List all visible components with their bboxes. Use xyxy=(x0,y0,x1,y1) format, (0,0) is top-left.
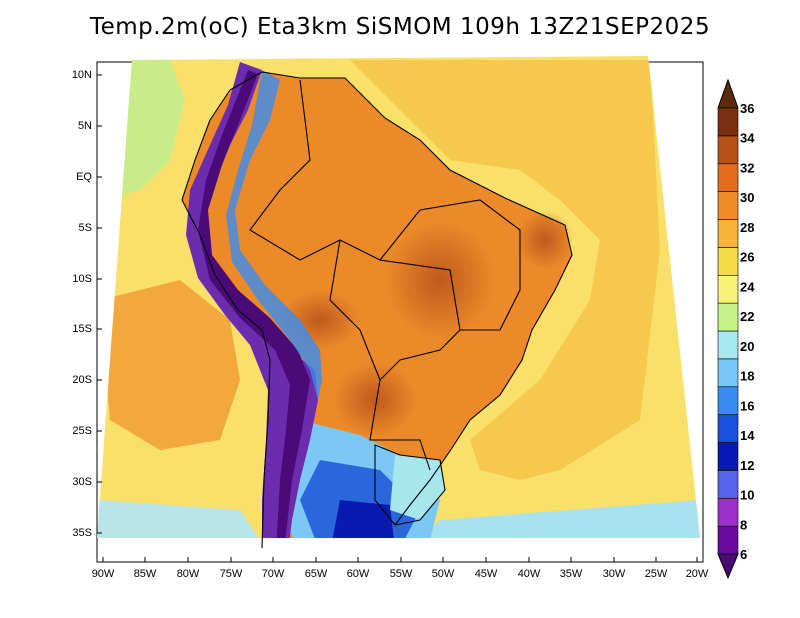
colorbar-box xyxy=(717,470,739,499)
colorbar-label: 14 xyxy=(740,428,755,443)
lat-label: 25S xyxy=(72,425,92,437)
colorbar-label: 24 xyxy=(740,279,755,294)
colorbar-label: 30 xyxy=(740,190,754,205)
andes-slope xyxy=(226,70,322,400)
east-coastline xyxy=(229,71,573,526)
colorbar-boxes xyxy=(717,107,739,555)
lon-label: 45W xyxy=(475,568,498,580)
lat-axis: 10N 5N EQ 5S 10S 15S 20S 25S 30S 35S xyxy=(72,69,93,539)
lon-label: 55W xyxy=(390,568,413,580)
colorbar-box xyxy=(717,247,739,276)
lat-label: 10S xyxy=(72,273,92,285)
lat-label: 20S xyxy=(72,374,92,386)
colorbar-box xyxy=(717,442,739,471)
colorbar-box xyxy=(717,274,739,304)
colorbar-box xyxy=(717,135,739,165)
andes-coldest xyxy=(198,70,310,538)
colorbar-box xyxy=(717,330,739,360)
colorbar-label: 36 xyxy=(740,101,754,116)
colorbar-label: 6 xyxy=(740,547,747,562)
lon-label: 80W xyxy=(177,568,200,580)
state-borders-2 xyxy=(329,239,381,381)
colorbar-label: 10 xyxy=(740,488,754,503)
colorbar-label: 28 xyxy=(740,220,754,235)
colorbar-box xyxy=(717,386,739,415)
colorbar-label: 20 xyxy=(740,339,754,354)
boundaries xyxy=(181,71,573,549)
colorbar-arrow-low xyxy=(717,553,739,580)
lon-label: 90W xyxy=(92,568,115,580)
colorbar-box xyxy=(717,302,739,332)
colorbar-label: 16 xyxy=(740,398,754,413)
lon-label: 75W xyxy=(220,568,243,580)
lon-label: 25W xyxy=(645,568,668,580)
lon-label: 70W xyxy=(262,568,285,580)
lon-label: 60W xyxy=(347,568,370,580)
colorbar-label: 32 xyxy=(740,160,754,175)
colorbar-box xyxy=(717,219,739,248)
lat-label: 10N xyxy=(72,69,92,81)
colorbar-box xyxy=(717,107,739,137)
colorbar-labels: 6 8 10 12 14 16 18 20 22 24 26 28 30 32 34 36 xyxy=(740,101,755,562)
country-borders xyxy=(249,79,461,471)
colorbar-label: 34 xyxy=(740,131,755,146)
lon-label: 20W xyxy=(686,568,709,580)
lon-label: 50W xyxy=(432,568,455,580)
lat-label: 5S xyxy=(79,222,92,234)
tick-marks xyxy=(97,74,698,562)
lat-label: 30S xyxy=(72,476,92,488)
colorbar-box xyxy=(717,525,739,555)
colorbar-label: 22 xyxy=(740,309,754,324)
lon-label: 30W xyxy=(603,568,626,580)
colorbar-box xyxy=(717,497,739,527)
pampas-coldest xyxy=(330,500,395,538)
andes-cold xyxy=(186,62,318,538)
colorbar-arrow-high xyxy=(717,78,739,109)
colorbar-label: 18 xyxy=(740,369,754,384)
hot-core-north xyxy=(385,220,495,340)
south-atlantic-cool xyxy=(420,500,700,538)
atlantic-warm-region xyxy=(350,60,660,480)
lon-label: 85W xyxy=(134,568,157,580)
colorbar-box xyxy=(717,358,739,388)
lat-label: 5N xyxy=(78,120,92,132)
colorbar-box xyxy=(717,414,739,443)
state-borders-1 xyxy=(379,199,521,331)
map-title: Temp.2m(oC) Eta3km SiSMOM 109h 13Z21SEP2… xyxy=(89,14,711,40)
pacific-warm-region xyxy=(100,280,240,450)
west-coastline xyxy=(181,89,271,549)
colorbar-label: 26 xyxy=(740,250,754,265)
lon-label: 40W xyxy=(518,568,541,580)
lon-label: 65W xyxy=(305,568,328,580)
colorbar-box xyxy=(717,163,739,192)
colorbar-box xyxy=(717,191,739,220)
south-pacific-cool xyxy=(97,500,260,538)
lon-axis: 90W 85W 80W 75W 70W 65W 60W 55W 50W 45W … xyxy=(92,568,709,580)
south-brazil-mild xyxy=(390,455,445,520)
lat-label: 35S xyxy=(72,527,92,539)
colorbar-label: 8 xyxy=(740,517,747,532)
south-borders xyxy=(374,444,446,526)
colorbar: 6 8 10 12 14 16 18 20 22 24 26 28 30 32 34 36 xyxy=(717,78,755,580)
hot-core-east xyxy=(517,210,573,270)
lat-label: EQ xyxy=(76,171,92,183)
hot-core-chaco xyxy=(333,362,417,438)
lat-label: 15S xyxy=(72,323,92,335)
colorbar-label: 12 xyxy=(740,458,754,473)
lon-label: 35W xyxy=(560,568,583,580)
